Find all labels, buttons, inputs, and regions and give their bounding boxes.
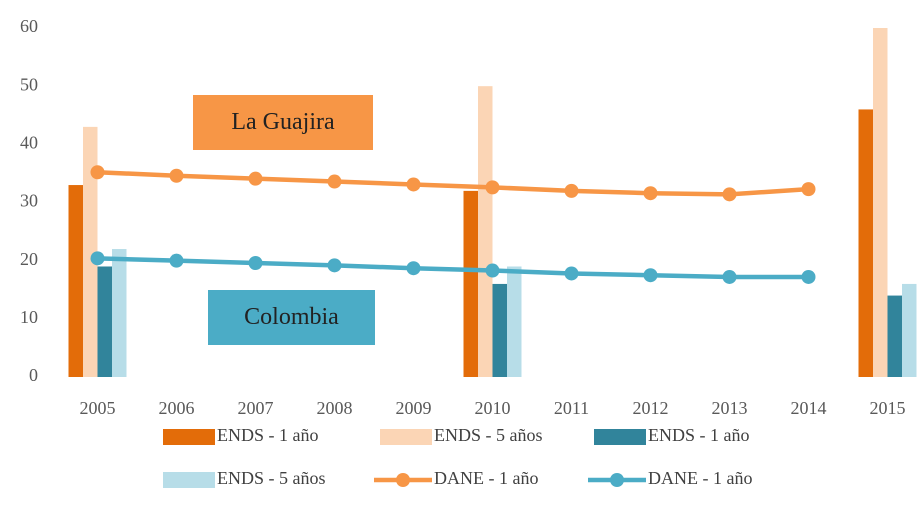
bar xyxy=(463,190,478,377)
y-tick-label: 20 xyxy=(20,249,38,269)
x-tick-label: 2015 xyxy=(870,398,906,418)
line-marker xyxy=(801,269,816,284)
x-tick-label: 2009 xyxy=(396,398,432,418)
bar xyxy=(112,249,127,377)
y-tick-label: 60 xyxy=(20,16,38,36)
line-marker xyxy=(722,187,737,202)
annotation: La Guajira xyxy=(231,109,335,135)
line-marker xyxy=(564,266,579,281)
y-tick-label: 10 xyxy=(20,307,38,327)
legend-label: DANE - 1 año xyxy=(434,468,538,488)
bar xyxy=(887,295,902,377)
bar xyxy=(97,266,112,377)
x-tick-label: 2014 xyxy=(791,398,827,418)
bar xyxy=(858,109,873,377)
annotation: Colombia xyxy=(244,304,339,330)
line-marker xyxy=(801,182,816,197)
line-marker xyxy=(248,171,263,186)
bar xyxy=(68,185,83,377)
bar xyxy=(83,126,98,377)
y-tick-label: 0 xyxy=(29,365,38,385)
legend-swatch xyxy=(163,472,215,488)
line xyxy=(97,256,809,280)
x-tick-label: 2005 xyxy=(80,398,116,418)
line-marker xyxy=(406,261,421,276)
line-marker xyxy=(327,174,342,189)
legend-label: ENDS - 5 años xyxy=(217,468,326,488)
x-tick-label: 2007 xyxy=(238,398,274,418)
annotation-box xyxy=(208,290,375,345)
line xyxy=(97,170,809,197)
x-tick-label: 2008 xyxy=(317,398,353,418)
line-marker xyxy=(90,251,105,266)
line-marker xyxy=(643,186,658,201)
x-tick-label: 2010 xyxy=(475,398,511,418)
line-marker xyxy=(169,168,184,183)
x-tick-label: 2006 xyxy=(159,398,195,418)
legend-label: ENDS - 1 año xyxy=(217,425,319,445)
bar xyxy=(873,28,888,377)
legend-swatch xyxy=(594,429,646,445)
line-marker xyxy=(90,165,105,180)
line-marker xyxy=(248,255,263,270)
line-marker xyxy=(485,180,500,195)
line-marker xyxy=(643,268,658,283)
legend-marker xyxy=(396,473,410,487)
legend-label: ENDS - 5 años xyxy=(434,425,543,445)
bar xyxy=(478,86,493,378)
bar xyxy=(902,283,917,377)
bar xyxy=(507,266,522,377)
bar xyxy=(492,283,507,377)
x-tick-label: 2011 xyxy=(554,398,589,418)
y-tick-label: 40 xyxy=(20,132,38,152)
line-marker xyxy=(722,269,737,284)
legend-swatch xyxy=(163,429,215,445)
annotation-box xyxy=(193,95,373,150)
line-marker xyxy=(169,253,184,268)
legend: ENDS - 1 año ENDS - 5 años ENDS - 1 año END… xyxy=(163,425,752,488)
x-tick-label: 2013 xyxy=(712,398,748,418)
legend-marker xyxy=(610,473,624,487)
line-marker xyxy=(485,263,500,278)
y-tick-label: 30 xyxy=(20,191,38,211)
line-marker xyxy=(564,183,579,198)
legend-swatch xyxy=(380,429,432,445)
line-marker xyxy=(327,258,342,273)
x-tick-label: 2012 xyxy=(633,398,669,418)
legend-label: ENDS - 1 año xyxy=(648,425,750,445)
line-marker xyxy=(406,177,421,192)
legend-label: DANE - 1 año xyxy=(648,468,752,488)
y-tick-label: 50 xyxy=(20,74,38,94)
